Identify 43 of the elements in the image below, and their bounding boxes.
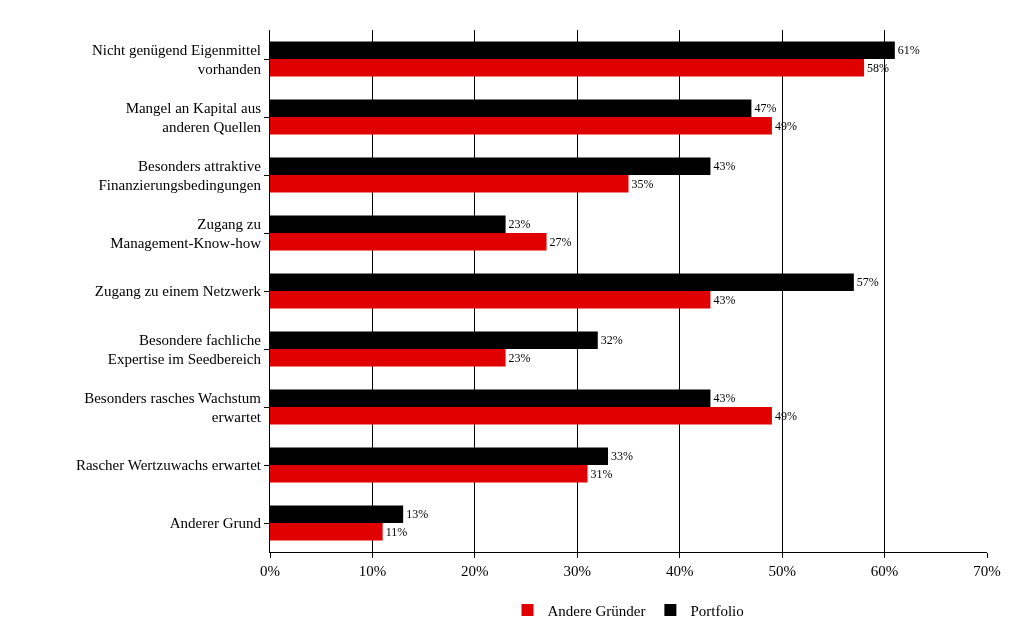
y-tick-label: Rascher Wertzuwachs erwartet — [75, 457, 262, 474]
bar — [270, 175, 629, 193]
data-label: 32% — [600, 333, 623, 348]
data-label: 13% — [406, 507, 429, 522]
y-tick-label: Zugang zu Management-Know-how — [110, 215, 262, 251]
bar — [270, 59, 865, 77]
bar — [270, 233, 547, 251]
data-label: 57% — [856, 275, 879, 290]
data-label: 43% — [713, 292, 736, 307]
y-tick-label: Zugang zu einem Netzwerk — [94, 283, 262, 300]
y-tick-label: Besonders attraktive Finanzierungsbedingungen — [98, 157, 262, 193]
x-tick-label: 30% — [563, 563, 592, 579]
data-label: 61% — [897, 43, 920, 58]
x-tick-label: 20% — [461, 563, 489, 579]
data-label: 27% — [549, 234, 572, 249]
data-label: 33% — [611, 449, 634, 464]
x-tick-label: 50% — [768, 563, 796, 579]
bar — [270, 349, 506, 367]
x-tick-label: 60% — [870, 563, 899, 579]
data-label: 47% — [754, 101, 777, 116]
y-tick-label: Nicht genügend Eigenmittel vorhanden — [91, 41, 262, 77]
legend-label: Portfolio — [690, 602, 744, 619]
y-tick-label: Besondere fachliche Expertise im Seedbereich — [107, 331, 262, 367]
bar — [270, 291, 711, 309]
y-tick-label: Anderer Grund — [169, 515, 262, 532]
data-label: 35% — [631, 176, 654, 191]
bar — [270, 465, 588, 483]
x-tick-label: 0% — [260, 563, 280, 579]
y-tick-label: Mangel an Kapital aus anderen Quellen — [125, 99, 262, 135]
y-tick-label: Besonders rasches Wachstum erwartet — [84, 389, 262, 425]
data-label: 43% — [713, 159, 736, 174]
data-label: 31% — [590, 466, 613, 481]
bar — [270, 407, 772, 425]
data-label: 23% — [508, 350, 531, 365]
x-tick-label: 70% — [973, 563, 1001, 579]
x-tick-label: 10% — [358, 563, 387, 579]
bar — [270, 523, 383, 541]
data-label: 43% — [713, 391, 736, 406]
data-label: 23% — [508, 217, 531, 232]
legend-label: Andere Gründer — [547, 602, 646, 619]
bar — [270, 117, 772, 135]
data-label: 11% — [385, 524, 408, 539]
x-tick-label: 40% — [665, 563, 694, 579]
